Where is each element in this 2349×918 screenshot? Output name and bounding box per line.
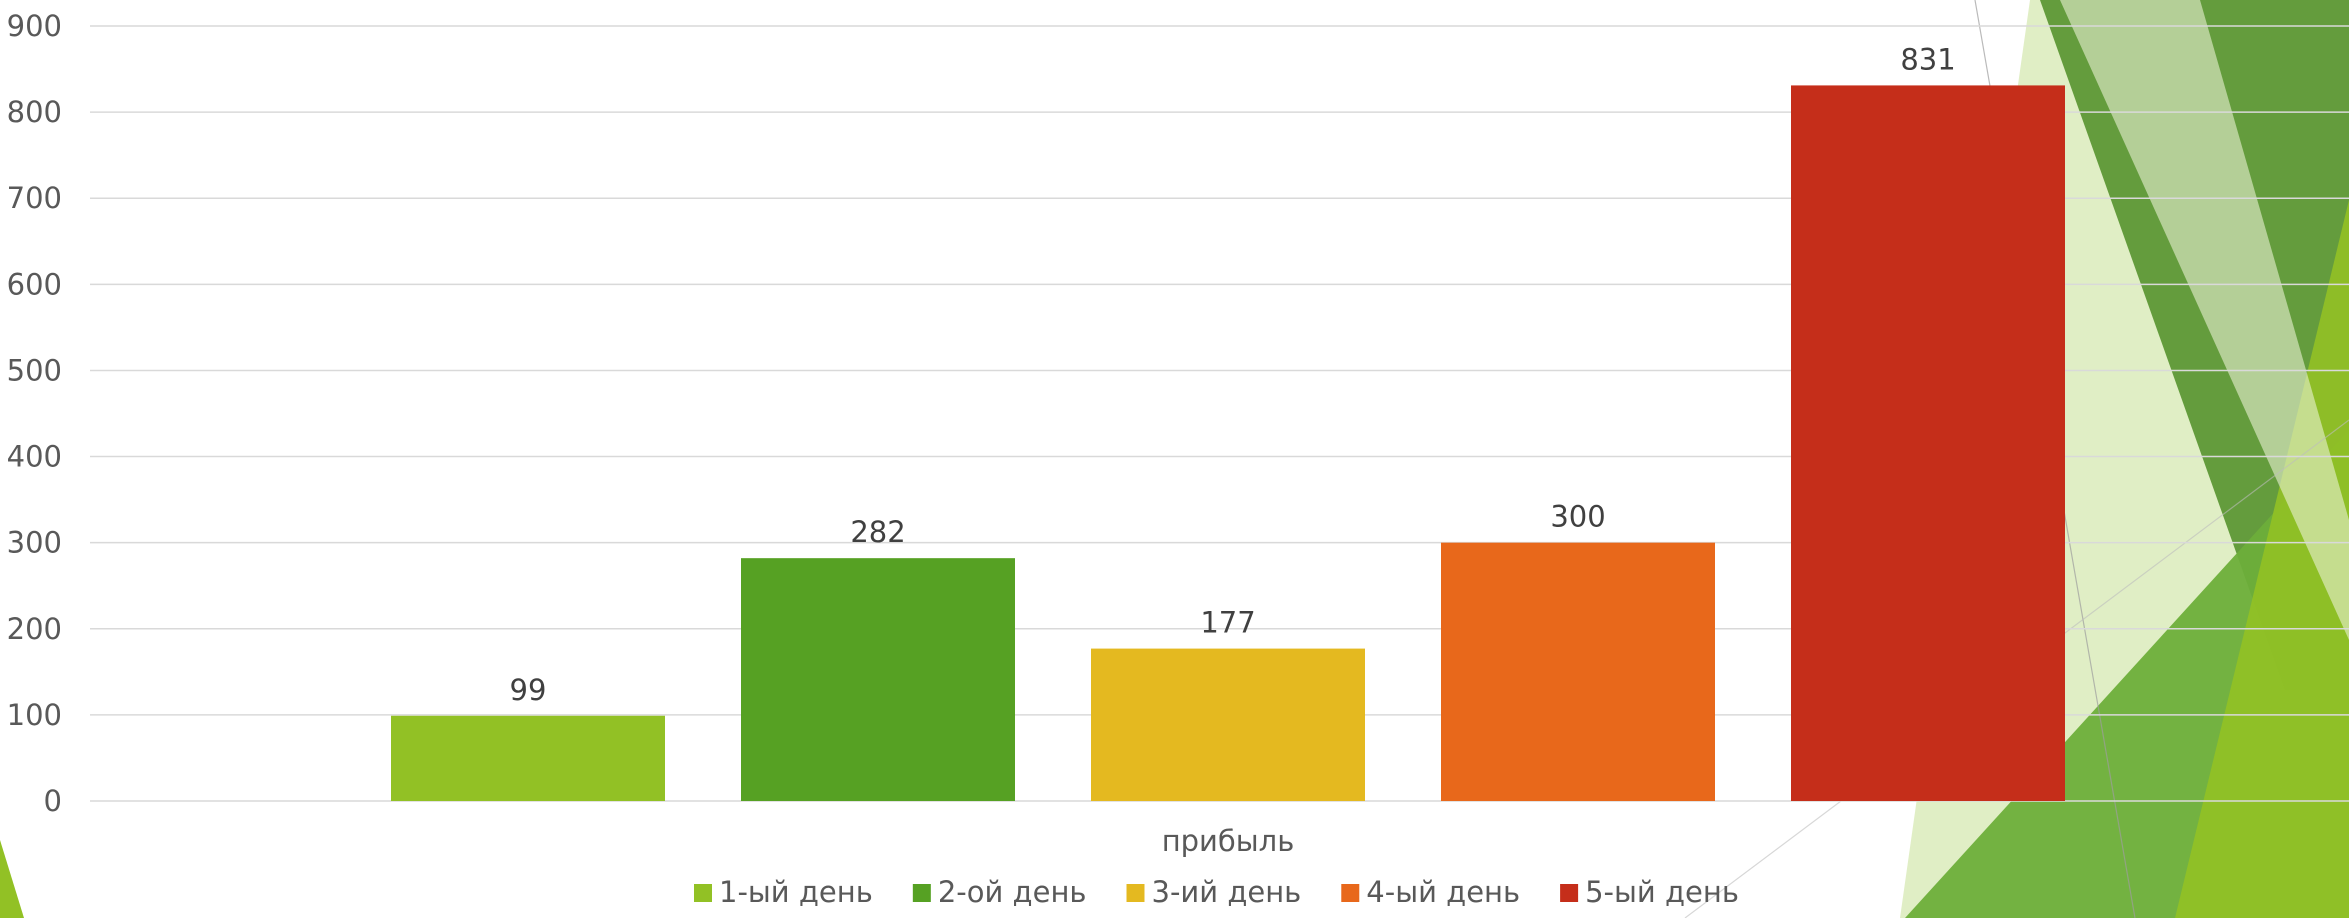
legend-swatch [1560,884,1579,902]
legend-label: 1-ый день [719,875,873,909]
bar [1091,648,1365,801]
data-labels: 99 282 177 300 831 [510,42,1956,706]
y-tick-label: 400 [7,440,62,474]
bar [1791,85,2065,801]
bars [391,85,2065,801]
bar [391,715,665,801]
legend-label: 5-ый день [1585,875,1739,909]
y-tick-label: 100 [7,698,62,732]
y-tick-label: 500 [7,353,62,387]
bar-data-label: 177 [1200,606,1255,640]
bar [741,558,1015,801]
bar-data-label: 300 [1550,500,1605,534]
bar [1441,542,1715,801]
legend-swatch [912,884,931,902]
bar-data-label: 99 [510,673,547,707]
y-tick-label: 0 [44,784,62,818]
legend: 1-ый день 2-ой день 3-ий день 4-ый день 5-ый… [694,875,1739,909]
legend-swatch [694,884,712,902]
legend-swatch [1341,884,1360,902]
legend-label: 3-ий день [1152,875,1302,909]
y-axis-tick-labels: 0 100 200 300 400 500 600 700 800 900 [7,9,62,818]
y-tick-label: 600 [7,267,62,301]
bar-data-label: 282 [850,515,905,549]
decor-shape-left-corner [0,840,24,918]
y-tick-label: 300 [7,526,62,560]
y-tick-label: 800 [7,95,62,129]
x-axis-category-label: прибыль [1162,824,1295,858]
legend-label: 4-ый день [1366,875,1520,909]
y-tick-label: 900 [7,9,62,43]
legend-swatch [1126,884,1145,902]
y-tick-label: 700 [7,181,62,215]
y-tick-label: 200 [7,612,62,646]
decor-shape-pale [2060,0,2349,640]
legend-label: 2-ой день [938,875,1087,909]
bar-data-label: 831 [1900,42,1955,76]
